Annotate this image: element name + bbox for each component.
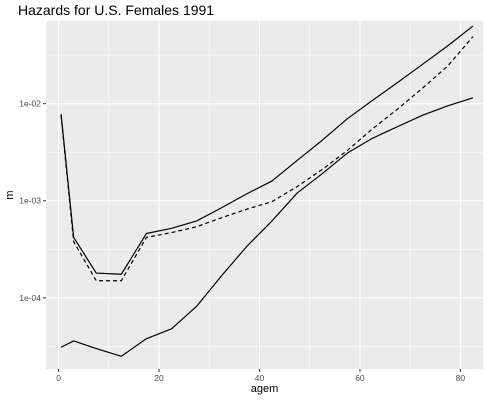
x-tick-label: 40: [255, 373, 265, 383]
plot-panel: [46, 21, 483, 369]
x-tick-label: 0: [56, 373, 61, 383]
x-tick-label: 60: [355, 373, 365, 383]
y-axis-ticks: 1e-04 1e-03 1e-02: [19, 99, 46, 303]
series-layer: [60, 25, 474, 357]
y-tick-label: 1e-02: [19, 99, 41, 109]
series-line-2: [60, 36, 474, 282]
minor-gridlines: [46, 21, 483, 369]
y-axis-title: m: [4, 190, 16, 199]
major-gridlines: [46, 21, 483, 369]
x-tick-label: 20: [154, 373, 164, 383]
chart-title: Hazards for U.S. Females 1991: [18, 2, 214, 18]
y-tick-label: 1e-04: [19, 293, 41, 303]
series-line-1: [60, 25, 474, 275]
x-axis-ticks: 0 20 40 60 80: [56, 369, 465, 383]
series-line-3: [60, 97, 474, 357]
x-axis-title: agem: [251, 383, 279, 395]
y-tick-label: 1e-03: [19, 196, 41, 206]
x-tick-label: 80: [456, 373, 466, 383]
